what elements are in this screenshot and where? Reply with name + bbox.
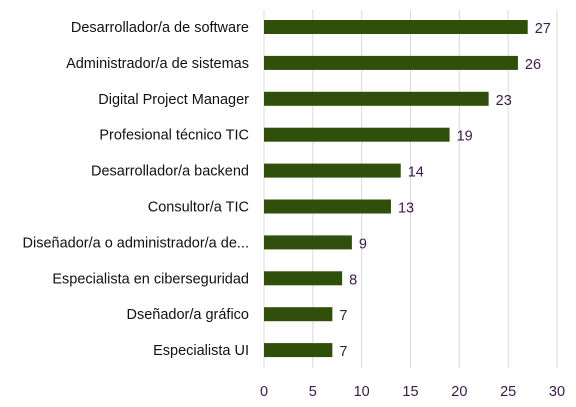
category-labels: Desarrollador/a de software Administrador… (23, 20, 250, 359)
category-label: Dseñador/a gráfico (126, 307, 249, 323)
x-tick-label: 25 (500, 384, 516, 400)
bar (264, 55, 518, 70)
data-label: 8 (349, 272, 357, 288)
value-labels: 27 26 23 19 14 13 9 8 7 7 (339, 21, 550, 360)
data-label: 7 (339, 308, 347, 324)
bar (264, 199, 391, 214)
x-tick-label: 5 (309, 384, 317, 400)
data-label: 13 (398, 201, 414, 217)
data-label: 7 (339, 344, 347, 360)
data-label: 27 (535, 21, 551, 37)
data-label: 14 (408, 165, 424, 181)
x-axis-ticks: 0 5 10 15 20 25 30 (260, 384, 565, 400)
bar (264, 235, 352, 250)
bars (264, 20, 528, 358)
category-label: Digital Project Manager (98, 92, 249, 108)
bar (264, 163, 401, 178)
category-label: Desarrollador/a de software (71, 20, 249, 36)
data-label: 19 (457, 129, 473, 145)
bar (264, 91, 489, 106)
bar (264, 20, 528, 34)
x-tick-label: 0 (260, 384, 268, 400)
category-label: Desarrollador/a backend (91, 164, 249, 180)
data-label: 26 (525, 57, 541, 73)
category-label: Administrador/a de sistemas (66, 56, 249, 72)
category-label: Diseñador/a o administrador/a de... (23, 235, 250, 251)
x-tick-label: 20 (451, 384, 467, 400)
bar (264, 127, 450, 142)
bar (264, 343, 333, 358)
category-label: Especialista UI (153, 343, 249, 359)
category-label: Especialista en ciberseguridad (52, 271, 249, 287)
x-tick-label: 30 (549, 384, 565, 400)
data-label: 9 (359, 236, 367, 252)
x-tick-label: 10 (354, 384, 370, 400)
bar (264, 307, 333, 322)
data-label: 23 (496, 93, 512, 109)
category-label: Consultor/a TIC (148, 200, 249, 216)
x-tick-label: 15 (402, 384, 418, 400)
bar (264, 271, 343, 286)
category-label: Profesional técnico TIC (99, 128, 249, 144)
